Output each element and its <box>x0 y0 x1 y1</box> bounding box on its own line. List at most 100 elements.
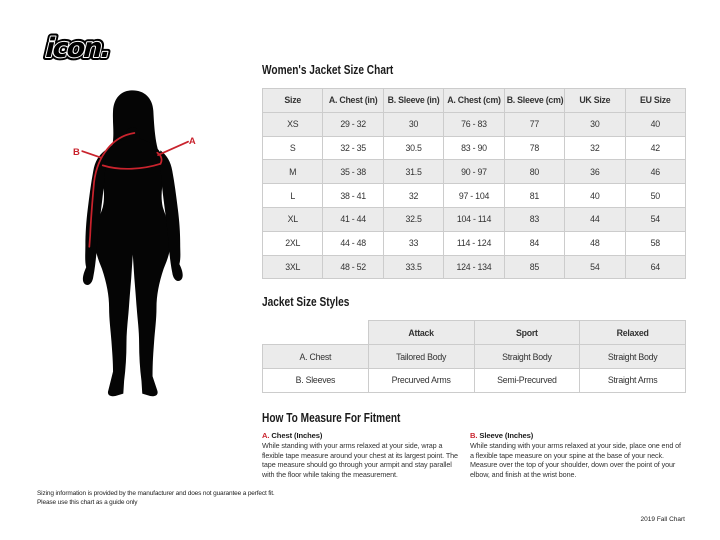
table-cell: 36 <box>564 159 626 185</box>
table-cell: Straight Body <box>473 344 581 369</box>
column-header: B. Sleeve (in) <box>382 88 445 113</box>
table-cell: 32.5 <box>382 206 445 232</box>
column-header: Relaxed <box>579 320 686 346</box>
disclaimer-line-1: Sizing information is provided by the ma… <box>37 490 275 497</box>
size-chart-title: Women's Jacket Size Chart <box>262 62 686 77</box>
table-cell: 35 - 38 <box>322 159 384 185</box>
measure-heading-a: A. Chest (Inches) <box>262 431 458 440</box>
column-header: Size <box>261 88 324 113</box>
table-cell: 42 <box>624 135 687 161</box>
table-cell: 3XL <box>261 254 324 280</box>
style-chart-table: Attack Sport Relaxed A. Chest Tailored Body S… <box>262 320 686 393</box>
sleeve-measure-instructions: B. Sleeve (Inches) While standing with y… <box>470 431 682 480</box>
silhouette-right-arm <box>159 150 183 282</box>
table-cell: 50 <box>624 183 687 208</box>
table-cell: S <box>261 135 324 161</box>
how-to-title-text: How To Measure For Fitment <box>262 409 401 425</box>
column-header: Sport <box>473 320 581 346</box>
table-cell: Straight Body <box>579 344 686 369</box>
table-cell: 48 <box>564 230 626 256</box>
logo-text: icon. <box>42 33 112 64</box>
sizing-disclaimer: Sizing information is provided by the ma… <box>37 489 275 507</box>
table-cell: 54 <box>624 206 687 232</box>
table-cell: 31.5 <box>382 159 445 185</box>
table-cell: XL <box>261 206 324 232</box>
table-cell: 54 <box>564 254 626 280</box>
column-header: UK Size <box>564 88 626 113</box>
table-cell: 104 - 114 <box>443 206 505 232</box>
table-cell: 41 - 44 <box>322 206 384 232</box>
table-row: L 38 - 41 32 97 - 104 81 40 50 <box>261 183 687 208</box>
table-cell: 83 - 90 <box>443 135 505 161</box>
table-cell: L <box>261 183 324 208</box>
header-row: Size A. Chest (in) B. Sleeve (in) A. Chest … <box>261 88 687 113</box>
size-chart-title-text: Women's Jacket Size Chart <box>262 62 394 77</box>
table-cell: 124 - 134 <box>443 254 505 280</box>
table-cell: 76 - 83 <box>443 111 505 137</box>
table-cell: 58 <box>624 230 687 256</box>
table-cell: 29 - 32 <box>322 111 384 137</box>
table-cell: 30 <box>564 111 626 137</box>
style-chart-title: Jacket Size Styles <box>262 294 686 309</box>
table-cell: 97 - 104 <box>443 183 505 208</box>
pointer-line-b <box>81 150 102 159</box>
table-row: B. Sleeves Precurved Arms Semi-Precurved St… <box>262 367 686 393</box>
table-cell: 40 <box>564 183 626 208</box>
column-header <box>263 321 369 345</box>
sleeve-measure-line <box>88 132 136 248</box>
table-cell: 32 <box>382 183 445 208</box>
table-cell: 81 <box>503 183 566 208</box>
table-row: XS 29 - 32 30 76 - 83 77 30 40 <box>261 111 687 137</box>
table-cell: XS <box>261 111 324 137</box>
figure-label-a: A <box>189 136 196 147</box>
table-cell: 83 <box>503 206 566 232</box>
how-to-columns: A. Chest (Inches) While standing with yo… <box>262 431 686 480</box>
chart-version: 2019 Fall Chart <box>640 516 685 523</box>
table-cell: 40 <box>624 111 687 137</box>
header-row: Attack Sport Relaxed <box>263 320 686 346</box>
table-cell: Tailored Body <box>367 344 475 369</box>
table-cell: 85 <box>503 254 566 280</box>
icon-logo: icon. icon. <box>36 30 148 69</box>
table-cell: 44 - 48 <box>322 230 384 256</box>
table-row: A. Chest Tailored Body Straight Body Straig… <box>262 344 686 369</box>
column-header: A. Chest (cm) <box>443 88 505 113</box>
measure-heading-a-text: Chest (Inches) <box>271 430 323 440</box>
table-cell: 90 - 97 <box>443 159 505 185</box>
style-chart-title-text: Jacket Size Styles <box>262 294 350 310</box>
column-header: EU Size <box>624 88 687 113</box>
female-silhouette-diagram: A B <box>73 90 196 397</box>
silhouette-left-arm <box>82 150 106 285</box>
measure-body-a: While standing with your arms relaxed at… <box>262 440 458 480</box>
table-cell: 77 <box>503 111 566 137</box>
table-cell: 33.5 <box>382 254 445 280</box>
table-cell: A. Chest <box>262 344 369 369</box>
silhouette-body <box>94 127 171 397</box>
table-cell: 30 <box>382 111 445 137</box>
column-header: A. Chest (in) <box>322 88 384 113</box>
table-row: 2XL 44 - 48 33 114 - 124 84 48 58 <box>261 230 687 256</box>
pointer-line-a <box>157 140 189 156</box>
table-cell: 33 <box>382 230 445 256</box>
table-row: 3XL 48 - 52 33.5 124 - 134 85 54 64 <box>261 254 687 280</box>
column-header: Attack <box>367 320 475 346</box>
measure-label-b: B. <box>470 430 478 440</box>
table-cell: 64 <box>624 254 687 280</box>
measurement-figure: A B <box>52 84 212 400</box>
table-cell: 78 <box>503 135 566 161</box>
size-chart-table: Size A. Chest (in) B. Sleeve (in) A. Chest … <box>261 88 687 280</box>
figure-label-b: B <box>73 147 80 158</box>
chest-measure-hook <box>156 151 163 165</box>
table-cell: B. Sleeves <box>262 367 369 393</box>
chest-measure-line <box>101 162 162 170</box>
measure-heading-b-text: Sleeve (Inches) <box>479 430 534 440</box>
logo-outline-text: icon. <box>42 33 112 64</box>
table-row: S 32 - 35 30.5 83 - 90 78 32 42 <box>261 135 687 161</box>
icon-logo-graphic: icon. icon. <box>39 30 115 67</box>
table-row: M 35 - 38 31.5 90 - 97 80 36 46 <box>261 159 687 185</box>
how-to-title: How To Measure For Fitment <box>262 410 686 425</box>
disclaimer-line-2: Please use this chart as a guide only <box>37 499 138 507</box>
measure-label-a: A. <box>262 430 270 440</box>
table-row: XL 41 - 44 32.5 104 - 114 83 44 54 <box>261 206 687 232</box>
